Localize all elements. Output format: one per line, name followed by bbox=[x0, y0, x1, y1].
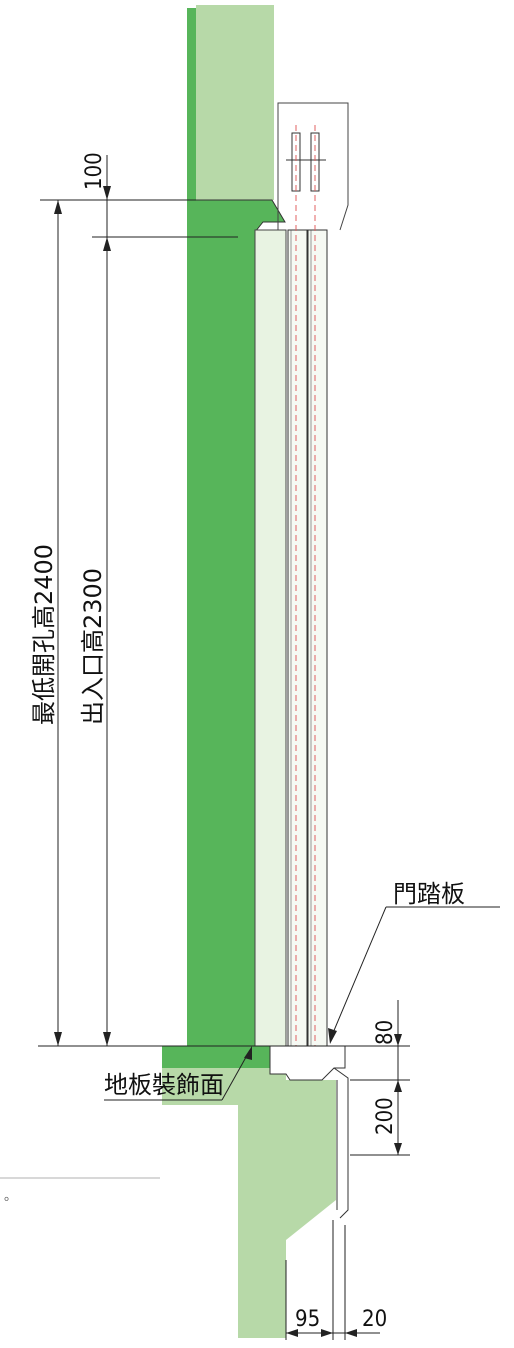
sill-plate-leader bbox=[329, 906, 387, 1041]
dim-text-bottom-20: 20 bbox=[362, 1307, 387, 1332]
dim-arrow-top-min-opening bbox=[54, 200, 62, 214]
label-min-opening-height: 最低開孔高2400 bbox=[30, 544, 58, 725]
sill-plate bbox=[269, 1045, 346, 1081]
note-fragment: 。 bbox=[4, 1189, 17, 1204]
dim-arrow-bottom-20 bbox=[345, 1329, 357, 1337]
sill-bracket bbox=[333, 1067, 349, 1219]
label-floor-finish: 地板裝飾面 bbox=[104, 1071, 224, 1099]
dim-text-bottom-95: 95 bbox=[295, 1307, 320, 1332]
dim-arrow-sill-top bbox=[394, 1034, 402, 1046]
lintel-dark bbox=[187, 200, 285, 1046]
pit-structure-light bbox=[162, 1068, 336, 1338]
door-panel bbox=[254, 229, 287, 1047]
sill-plate-arrow bbox=[328, 1028, 337, 1044]
wall-column-dark bbox=[187, 8, 196, 200]
dim-arrow-top-entrance bbox=[103, 237, 111, 251]
label-entrance-height: 出入口高2300 bbox=[79, 568, 107, 725]
dim-arrow-bottom-min-opening bbox=[54, 1032, 62, 1046]
hanger-roller-2 bbox=[310, 132, 320, 192]
dim-arrow-depth-bottom bbox=[394, 1143, 402, 1155]
dim-text-sill-depth: 200 bbox=[373, 1097, 398, 1135]
lintel-outline bbox=[196, 199, 286, 233]
floor-slab-dark bbox=[162, 1046, 286, 1068]
floor-finish-arrow bbox=[244, 1046, 252, 1060]
dim-arrow-bottom-entrance bbox=[103, 1032, 111, 1046]
dim-text-sill-height: 80 bbox=[373, 1020, 398, 1045]
upper-wall-light bbox=[196, 5, 274, 200]
floor-finish-leader bbox=[221, 1049, 251, 1101]
dim-arrow-bottom-95-right bbox=[321, 1329, 333, 1337]
dim-arrow-top-gap bbox=[103, 186, 111, 200]
label-sill-plate: 門踏板 bbox=[393, 880, 465, 908]
hanger-roller-1 bbox=[291, 132, 301, 192]
dim-text-top-gap: 100 bbox=[82, 152, 107, 190]
door-hanger-frame bbox=[277, 102, 349, 231]
dim-arrow-bottom-95-left bbox=[286, 1329, 298, 1337]
